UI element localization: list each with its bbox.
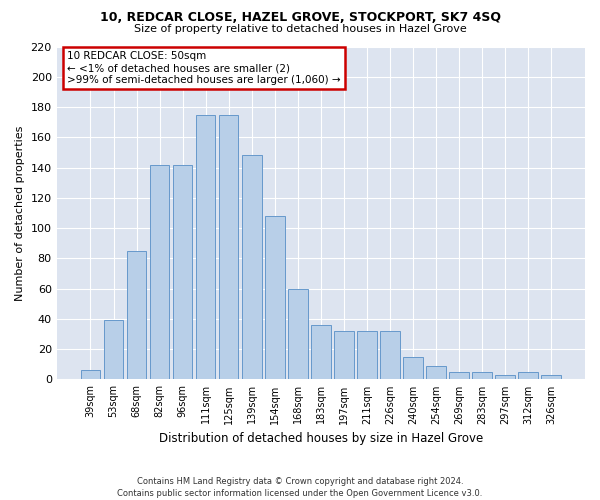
Bar: [104, 320, 123, 380]
Bar: [496, 375, 515, 380]
Bar: [127, 251, 146, 380]
Text: Size of property relative to detached houses in Hazel Grove: Size of property relative to detached ho…: [134, 24, 466, 34]
Bar: [311, 325, 331, 380]
Y-axis label: Number of detached properties: Number of detached properties: [15, 126, 25, 300]
Bar: [150, 164, 169, 380]
X-axis label: Distribution of detached houses by size in Hazel Grove: Distribution of detached houses by size …: [159, 432, 483, 445]
Bar: [380, 331, 400, 380]
Bar: [242, 156, 262, 380]
Bar: [196, 114, 215, 380]
Bar: [518, 372, 538, 380]
Text: 10 REDCAR CLOSE: 50sqm
← <1% of detached houses are smaller (2)
>99% of semi-det: 10 REDCAR CLOSE: 50sqm ← <1% of detached…: [67, 52, 341, 84]
Bar: [334, 331, 353, 380]
Bar: [80, 370, 100, 380]
Bar: [426, 366, 446, 380]
Bar: [288, 288, 308, 380]
Bar: [173, 164, 193, 380]
Bar: [403, 356, 423, 380]
Bar: [265, 216, 284, 380]
Bar: [449, 372, 469, 380]
Text: 10, REDCAR CLOSE, HAZEL GROVE, STOCKPORT, SK7 4SQ: 10, REDCAR CLOSE, HAZEL GROVE, STOCKPORT…: [100, 11, 500, 24]
Text: Contains HM Land Registry data © Crown copyright and database right 2024.
Contai: Contains HM Land Registry data © Crown c…: [118, 476, 482, 498]
Bar: [541, 375, 561, 380]
Bar: [357, 331, 377, 380]
Bar: [219, 114, 238, 380]
Bar: [472, 372, 492, 380]
